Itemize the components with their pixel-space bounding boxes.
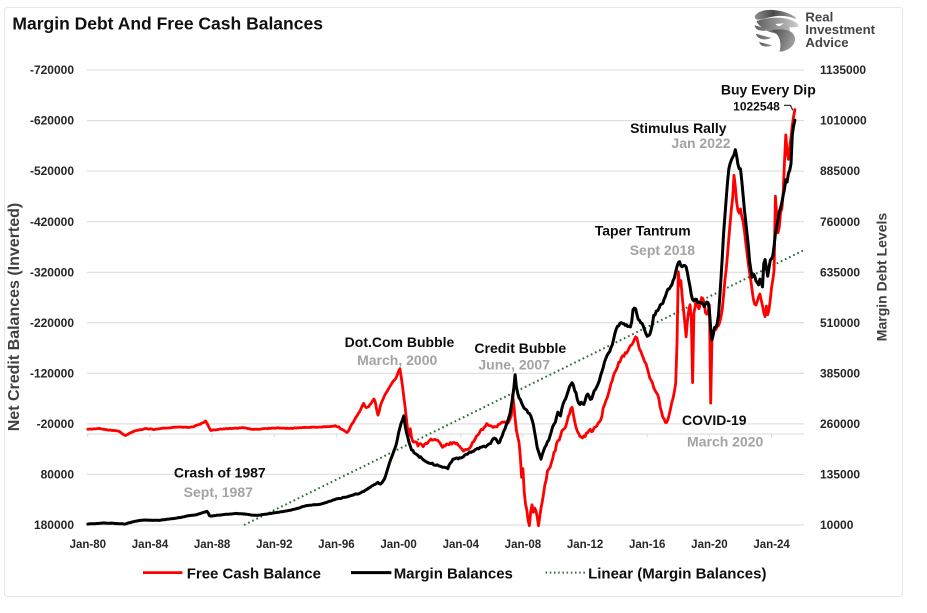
svg-text:Crash of 1987: Crash of 1987: [174, 465, 266, 481]
svg-text:Jan-84: Jan-84: [132, 539, 169, 551]
svg-text:80000: 80000: [41, 468, 75, 482]
svg-text:Jan-88: Jan-88: [194, 539, 231, 551]
svg-text:510000: 510000: [820, 316, 860, 330]
svg-text:385000: 385000: [820, 366, 860, 380]
svg-text:Jan-20: Jan-20: [691, 539, 727, 551]
svg-text:10000: 10000: [820, 518, 854, 532]
svg-text:Margin Balances: Margin Balances: [394, 565, 513, 582]
svg-text:Margin Debt And Free Cash Bala: Margin Debt And Free Cash Balances: [12, 14, 323, 34]
svg-text:Free Cash Balance: Free Cash Balance: [187, 565, 321, 582]
svg-text:-620000: -620000: [30, 114, 74, 128]
svg-text:Jan-08: Jan-08: [505, 539, 542, 551]
svg-text:885000: 885000: [820, 164, 860, 178]
svg-text:Stimulus Rally: Stimulus Rally: [630, 120, 727, 136]
svg-text:-720000: -720000: [30, 63, 74, 77]
svg-text:-120000: -120000: [30, 366, 74, 380]
svg-text:-520000: -520000: [30, 164, 74, 178]
svg-text:260000: 260000: [820, 417, 860, 431]
svg-text:1010000: 1010000: [820, 114, 867, 128]
svg-text:Jan-00: Jan-00: [380, 539, 416, 551]
svg-text:Jan-80: Jan-80: [70, 539, 106, 551]
svg-text:-320000: -320000: [30, 265, 74, 279]
svg-text:March 2020: March 2020: [687, 434, 763, 450]
svg-text:Jan-92: Jan-92: [256, 539, 292, 551]
svg-text:1022548: 1022548: [733, 99, 780, 113]
svg-text:135000: 135000: [820, 468, 860, 482]
svg-text:Jan-16: Jan-16: [629, 539, 665, 551]
svg-text:Taper Tantrum: Taper Tantrum: [595, 223, 691, 239]
svg-text:-420000: -420000: [30, 215, 74, 229]
svg-text:Sept 2018: Sept 2018: [630, 242, 696, 258]
svg-text:COVID-19: COVID-19: [682, 412, 747, 428]
svg-text:Real: Real: [805, 9, 833, 24]
svg-text:760000: 760000: [820, 215, 860, 229]
svg-text:March, 2000: March, 2000: [357, 352, 437, 368]
svg-text:Linear (Margin Balances): Linear (Margin Balances): [588, 565, 766, 582]
svg-text:Jan-96: Jan-96: [318, 539, 354, 551]
svg-text:-20000: -20000: [37, 417, 75, 431]
svg-text:Advice: Advice: [805, 35, 848, 50]
svg-text:June, 2007: June, 2007: [478, 357, 550, 373]
svg-text:Dot.Com Bubble: Dot.Com Bubble: [345, 334, 455, 350]
svg-text:Jan-24: Jan-24: [753, 539, 790, 551]
svg-text:-220000: -220000: [30, 316, 74, 330]
svg-text:1135000: 1135000: [820, 63, 866, 77]
svg-text:Jan-04: Jan-04: [443, 539, 480, 551]
svg-text:635000: 635000: [820, 265, 860, 279]
svg-text:Margin Debt Levels: Margin Debt Levels: [874, 213, 890, 342]
svg-text:Jan 2022: Jan 2022: [671, 135, 730, 151]
svg-text:180000: 180000: [34, 518, 74, 532]
svg-text:Jan-12: Jan-12: [567, 539, 603, 551]
svg-text:Net Credit Balances (Inverted): Net Credit Balances (Inverted): [6, 203, 23, 432]
svg-text:Sept, 1987: Sept, 1987: [184, 484, 253, 500]
svg-text:Buy Every Dip: Buy Every Dip: [721, 82, 816, 98]
svg-text:Credit Bubble: Credit Bubble: [474, 340, 566, 356]
svg-text:Investment: Investment: [805, 22, 875, 37]
